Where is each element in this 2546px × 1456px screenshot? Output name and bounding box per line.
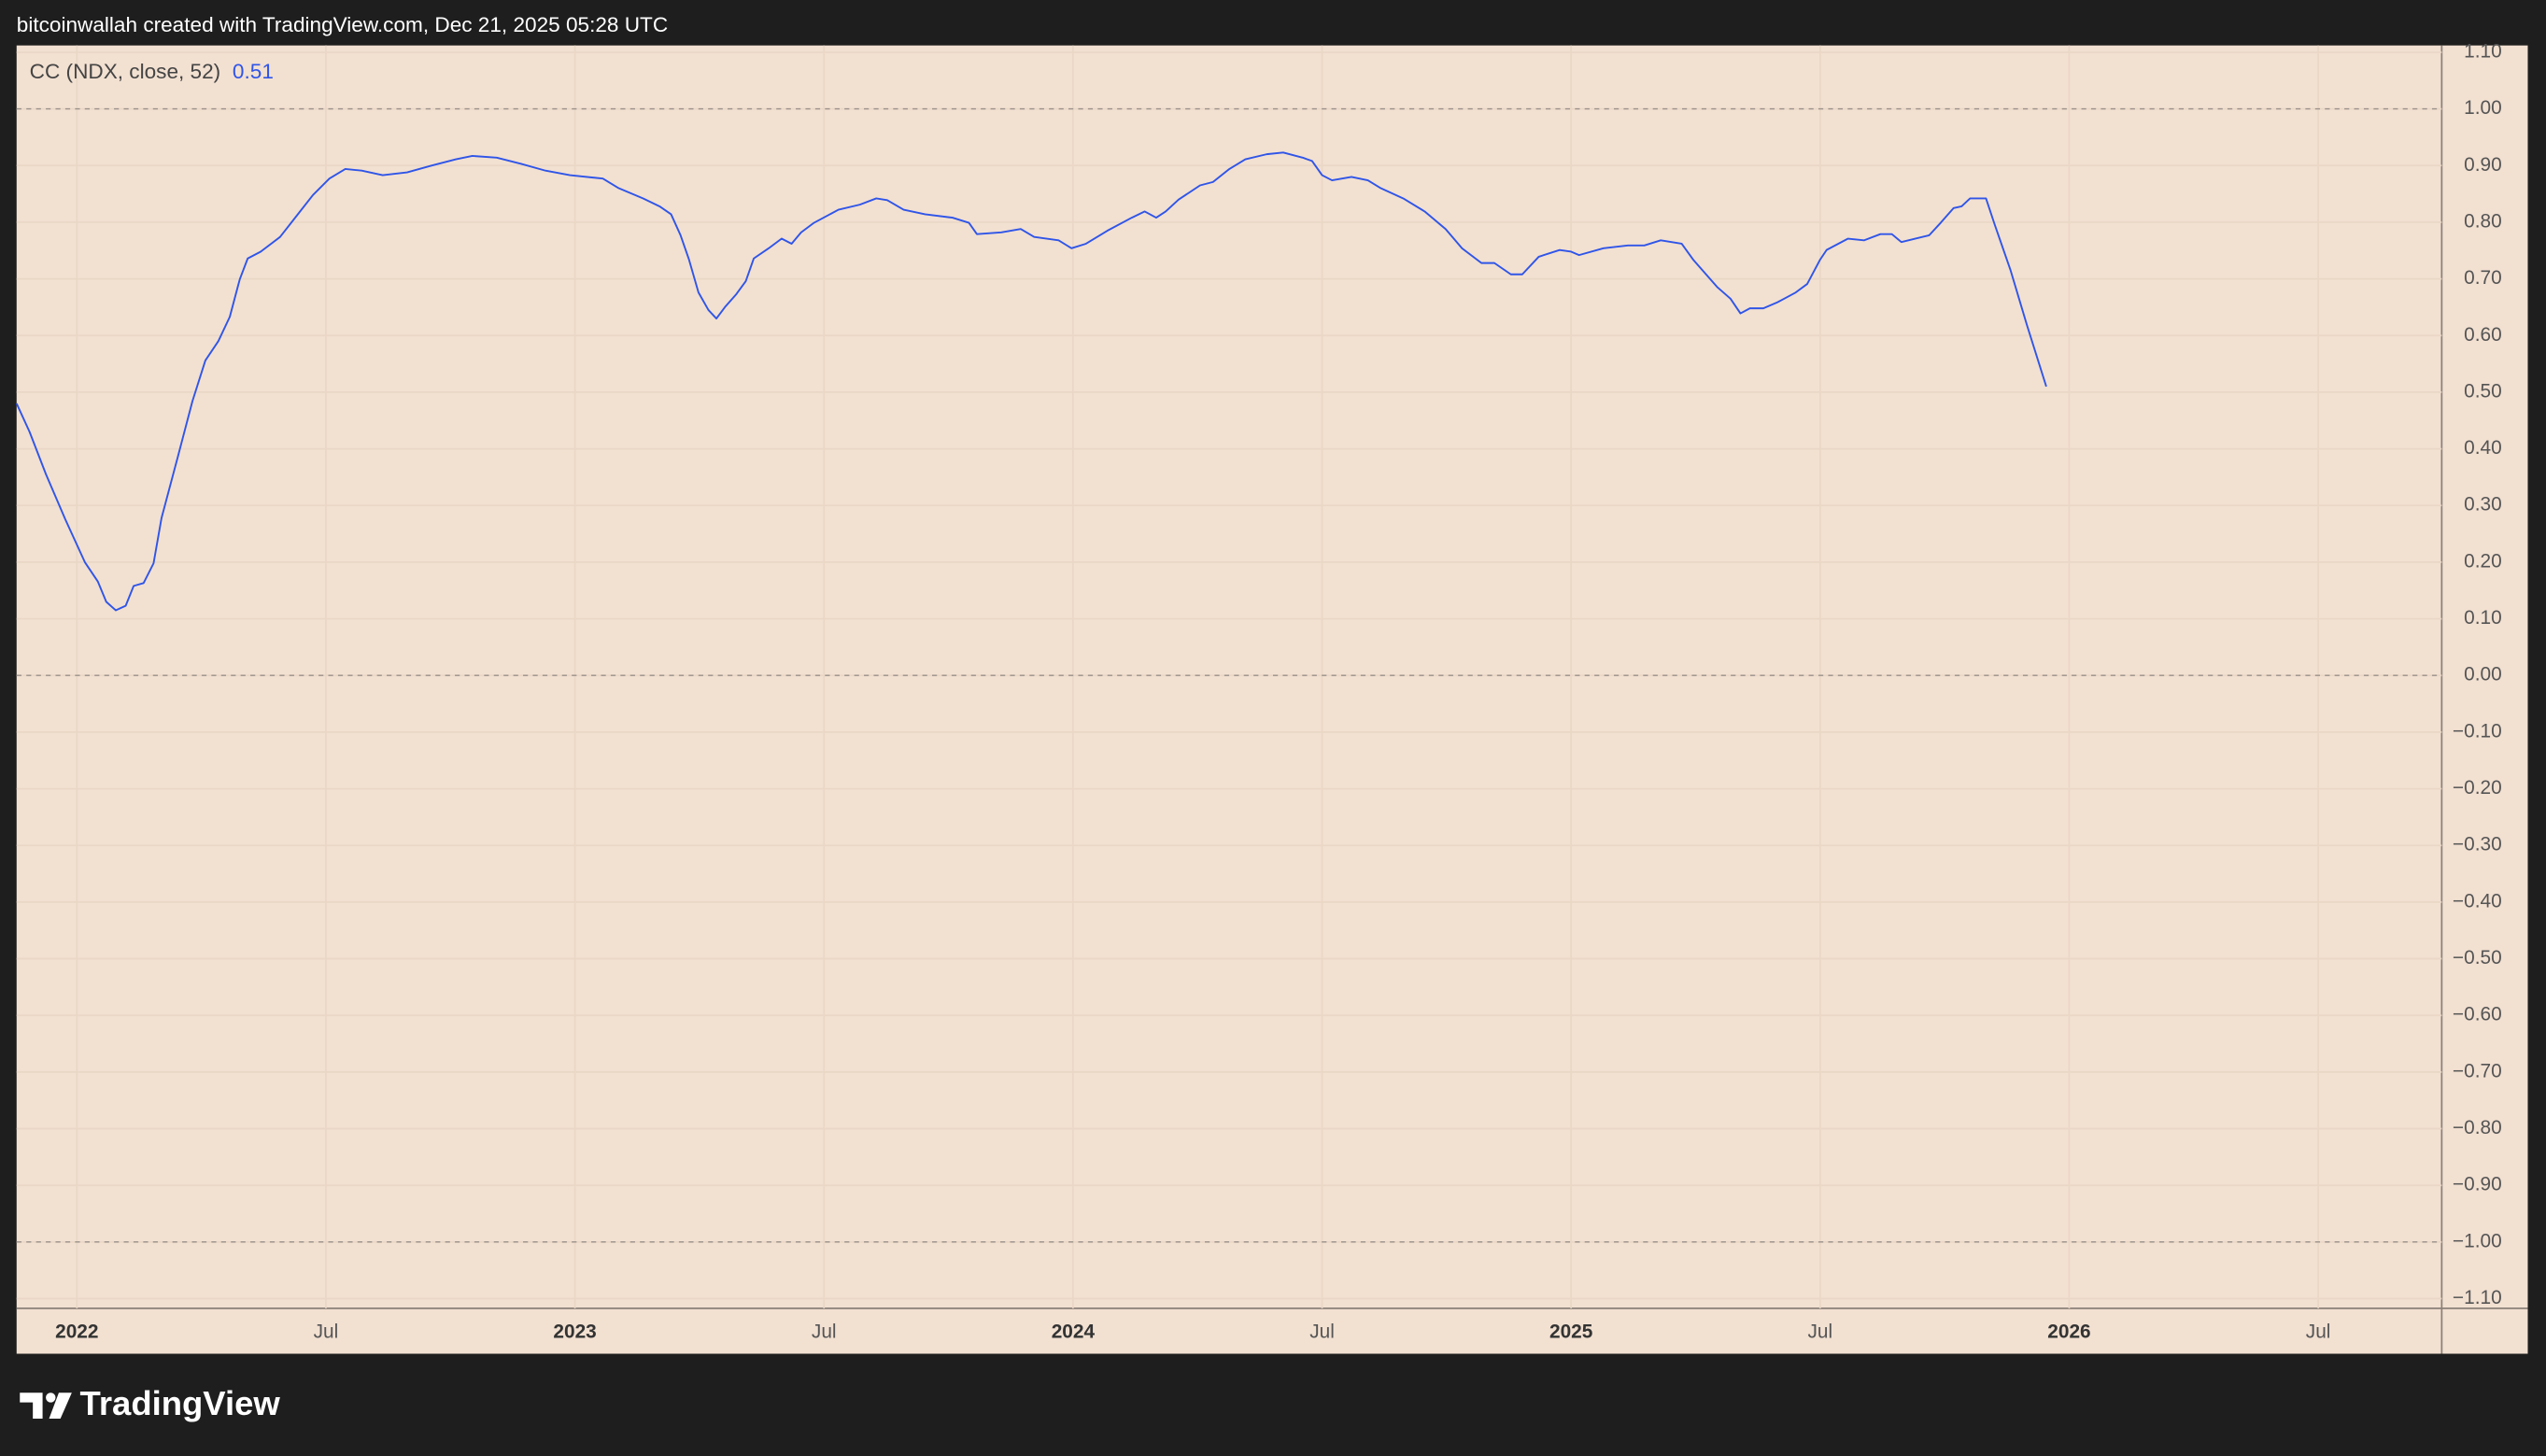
y-tick-label: 0.90 [2464,154,2502,176]
x-tick-label: 2022 [55,1321,98,1342]
logo-mark [20,1392,43,1420]
y-tick-label: −1.00 [2453,1230,2502,1251]
y-tick-label: −0.10 [2453,720,2502,742]
y-tick-label: 0.50 [2464,380,2502,402]
logo-mark [46,1392,56,1403]
x-tick-label: 2023 [553,1321,596,1342]
y-tick-label: −0.80 [2453,1117,2502,1138]
series-line [15,151,2047,612]
y-tick-label: 0.40 [2464,437,2502,459]
y-tick-label: −0.40 [2453,890,2502,912]
header-text: bitcoinwallah created with TradingView.c… [17,13,668,36]
y-tick-label: −0.70 [2453,1060,2502,1081]
x-tick-label: 2026 [2047,1321,2090,1342]
y-tick-label: −0.20 [2453,777,2502,799]
x-tick-label: Jul [314,1321,339,1342]
plot: 1.10 1.00 0.90 0.80 0.70 0.60 0.50 0.40 0.30 0.20… [15,40,2502,1342]
x-tick-label: 2024 [1052,1321,1096,1342]
y-tick-label: 0.00 [2464,664,2502,686]
y-tick-label: 0.30 [2464,494,2502,516]
y-tick-label: 0.80 [2464,210,2502,232]
y-tick-label: −0.60 [2453,1004,2502,1025]
tradingview-logo [20,1392,72,1420]
x-tick-label: Jul [812,1321,837,1342]
y-tick-label: 1.10 [2464,40,2502,62]
y-tick-label: 0.20 [2464,550,2502,572]
y-tick-label: −0.90 [2453,1174,2502,1195]
x-tick-label: Jul [2306,1321,2331,1342]
x-tick-label: Jul [1807,1321,1832,1342]
y-tick-label: −0.50 [2453,947,2502,968]
legend-value: 0.51 [233,60,274,83]
y-tick-label: 0.10 [2464,607,2502,629]
y-tick-label: −1.10 [2453,1287,2502,1308]
footer-brand: TradingView [80,1384,281,1422]
x-tick-label: 2025 [1549,1321,1593,1342]
chart-pane [16,45,2528,1354]
logo-mark [49,1392,72,1420]
y-tick-label: 0.60 [2464,324,2502,346]
x-tick-label: Jul [1309,1321,1335,1342]
y-tick-label: −0.30 [2453,834,2502,855]
legend-name: CC (NDX, close, 52) [30,60,221,83]
y-tick-label: 1.00 [2464,97,2502,119]
y-tick-label: 0.70 [2464,267,2502,289]
